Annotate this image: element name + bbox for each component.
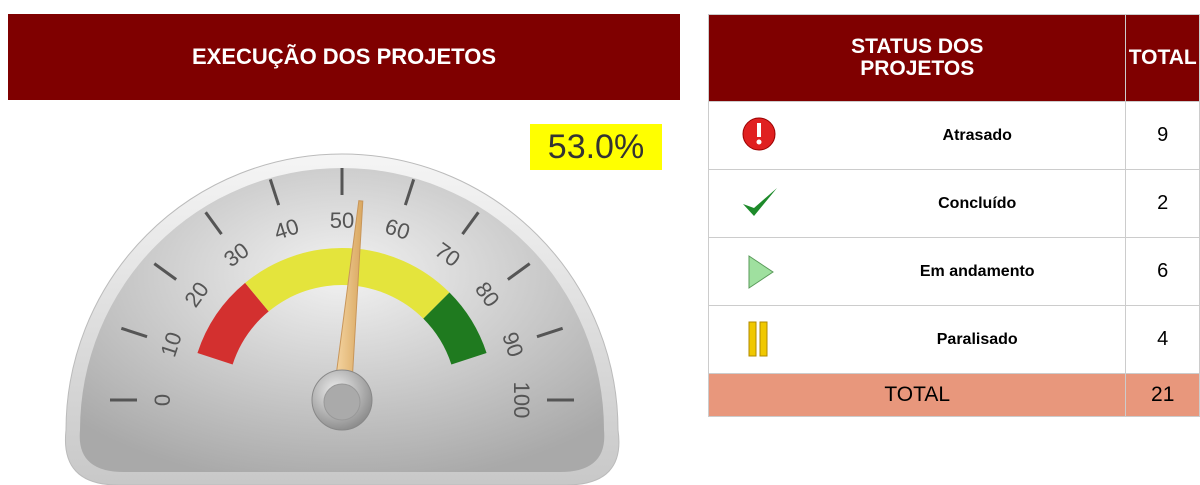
done-icon	[739, 184, 779, 224]
row-name: Em andamento	[709, 238, 1126, 306]
hub-cap	[324, 384, 360, 420]
count: 2	[1126, 170, 1200, 238]
page: EXECUÇÃO DOS PROJETOS 010203040506070809…	[0, 0, 1200, 485]
status: Paralisado	[912, 331, 1042, 349]
footer-total: 21	[1126, 374, 1200, 417]
tick-label: 100	[509, 382, 534, 419]
table-header: TOTAL	[1126, 15, 1200, 102]
count: 9	[1126, 102, 1200, 170]
footer-label: TOTAL	[709, 374, 1126, 417]
status: Atrasado	[912, 127, 1042, 145]
paused-icon	[739, 320, 779, 360]
chart-title: EXECUÇÃO DOS PROJETOS	[8, 14, 680, 100]
tick-label: 50	[330, 208, 354, 233]
status: Em andamento	[912, 263, 1042, 281]
row-name: Atrasado	[709, 102, 1126, 170]
row-name: Concluído	[709, 170, 1126, 238]
progress-icon	[739, 252, 779, 292]
late-icon	[739, 116, 779, 156]
value-label: 53.0%	[530, 124, 662, 170]
tick-label: 0	[150, 394, 175, 406]
count: 6	[1126, 238, 1200, 306]
table-header: STATUS DOS PROJETOS	[709, 15, 1126, 102]
row-name: Paralisado	[709, 306, 1126, 374]
status: Concluído	[912, 195, 1042, 213]
count: 4	[1126, 306, 1200, 374]
